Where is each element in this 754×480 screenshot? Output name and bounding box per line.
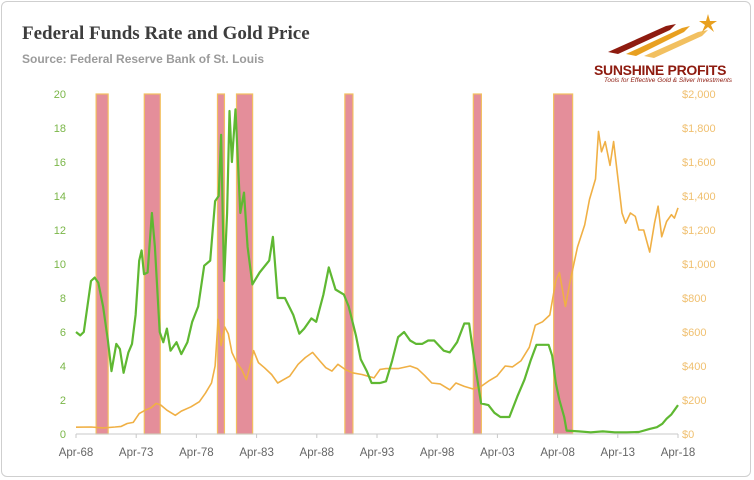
right-axis-tick-label: $600: [682, 327, 706, 339]
fed-funds-rate-line: [75, 108, 679, 434]
x-axis-tick-label: Apr-68: [59, 447, 94, 459]
axes: 0 2 4 6 8 10 12 14 16 18 20 $0 $200 $400 $600 $800 $1,00…: [54, 89, 716, 459]
x-axis-tick-label: Apr-08: [540, 447, 575, 459]
chart-source: Source: Federal Reserve Bank of St. Loui…: [22, 52, 265, 66]
left-axis-tick-label: 18: [54, 123, 66, 135]
sunshine-profits-logo: SUNSHINE PROFITS Tools for Effective Gol…: [578, 12, 744, 84]
x-axis-tick-label: Apr-98: [420, 447, 455, 459]
left-axis-tick-label: 2: [60, 395, 66, 407]
right-axis-tick-label: $800: [682, 293, 706, 305]
left-axis-tick-label: 12: [54, 225, 66, 237]
gold-price-line: [75, 130, 679, 429]
left-axis-tick-label: 10: [54, 259, 66, 271]
right-axis-tick-label: $0: [682, 429, 694, 441]
left-axis-tick-label: 0: [60, 429, 66, 441]
recession-band-5: [344, 93, 354, 435]
x-axis-tick-label: Apr-03: [480, 447, 515, 459]
chart-title: Federal Funds Rate and Gold Price: [22, 23, 310, 44]
left-axis-tick-label: 6: [60, 327, 66, 339]
left-axis-tick-label: 4: [60, 361, 66, 373]
recession-bands: [95, 93, 574, 435]
logo-swoosh-icon: [608, 14, 717, 58]
right-axis-tick-label: $1,800: [682, 123, 716, 135]
right-axis-tick-label: $1,600: [682, 157, 716, 169]
x-axis-tick-label: Apr-73: [119, 447, 154, 459]
x-axis-tick-label: Apr-83: [239, 447, 274, 459]
right-axis-tick-label: $1,400: [682, 191, 716, 203]
right-axis-tick-label: $1,200: [682, 225, 716, 237]
left-axis-tick-label: 20: [54, 89, 66, 101]
logo-wordmark: SUNSHINE PROFITS: [594, 62, 727, 78]
x-axis-tick-label: Apr-88: [300, 447, 335, 459]
recession-band-2: [143, 93, 161, 435]
x-axis-tick-label: Apr-13: [601, 447, 636, 459]
right-axis-tick-label: $2,000: [682, 89, 716, 101]
left-axis-tick-label: 8: [60, 293, 66, 305]
x-axis-tick-label: Apr-18: [661, 447, 696, 459]
x-axis-tick-label: Apr-78: [179, 447, 214, 459]
right-axis-tick-label: $400: [682, 361, 706, 373]
left-axis-tick-label: 16: [54, 157, 66, 169]
recession-band-1: [95, 93, 109, 435]
right-axis-tick-label: $1,000: [682, 259, 716, 271]
x-axis-tick-label: Apr-93: [360, 447, 395, 459]
series-lines: [75, 108, 679, 434]
logo-tagline: Tools for Effective Gold & Silver Invest…: [604, 77, 733, 84]
left-axis-tick-label: 14: [54, 191, 66, 203]
right-axis-tick-label: $200: [682, 395, 706, 407]
